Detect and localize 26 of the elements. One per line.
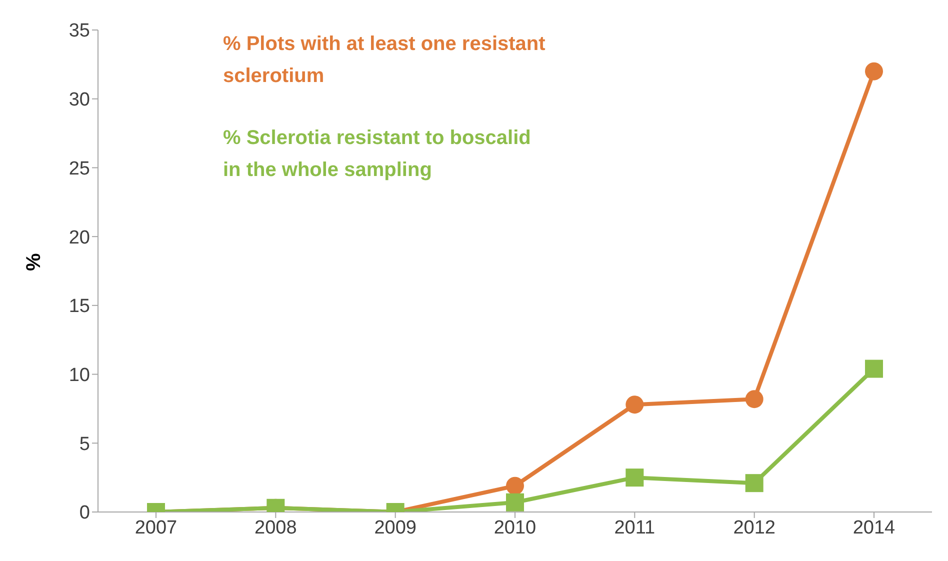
y-tick-label: 25 [68,158,90,180]
point [745,390,764,408]
x-tick-label: 2014 [852,517,896,538]
y-tick-label: 35 [68,20,90,42]
y-tick-label: 20 [68,227,90,248]
text: % Sclerotia resistant to boscalid in the whole sampling [223,126,532,183]
x-tick-label: 2010 [494,517,536,538]
y-axis-title: % [23,253,46,271]
y-tick-label: 10 [68,365,90,386]
x-tick-label: 2007 [134,517,178,538]
point [626,396,644,414]
y-tick-label: 30 [68,90,90,111]
point [865,360,883,378]
x-tick-label: 2011 [614,517,656,538]
point [865,62,883,80]
y-tick-label: 5 [79,434,90,455]
y-tick-label: 15 [68,296,90,318]
point [745,474,764,492]
text: % Plots with at least one resistant sclerotium [223,32,546,89]
y-tick-label: 0 [79,502,90,524]
point [506,476,524,495]
x-tick-label: 2008 [254,517,297,538]
point [626,468,644,487]
x-tick-label: 2012 [733,517,776,538]
point [506,493,524,512]
x-tick-label: 2009 [374,517,416,538]
